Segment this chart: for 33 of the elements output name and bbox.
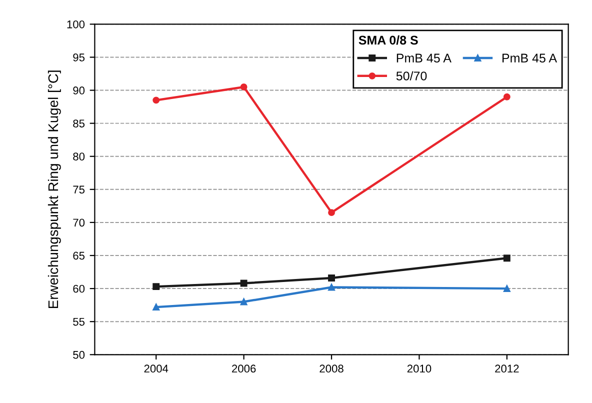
- point: [240, 83, 248, 90]
- y-tick-label: 90: [73, 86, 85, 94]
- point: [328, 209, 335, 216]
- point: [240, 280, 248, 287]
- x-tick-label: 2010: [407, 364, 432, 373]
- y-tick-label: 50: [73, 350, 85, 359]
- x-tick-label: 2004: [144, 364, 168, 373]
- legend-label: PmB 45 A: [396, 54, 452, 63]
- legend-label: PmB 45 A: [502, 54, 558, 63]
- point: [328, 274, 335, 282]
- y-tick-label: 65: [73, 252, 85, 260]
- point: [152, 304, 160, 311]
- y-tick-label: 55: [73, 318, 85, 326]
- x-tick-label: 2008: [320, 364, 344, 373]
- point: [503, 93, 510, 100]
- y-tick-label: 100: [67, 20, 85, 28]
- y-tick-label: 80: [73, 152, 85, 160]
- x-tick-label: 2012: [495, 364, 519, 373]
- legend-title: SMA 0/8 S: [358, 35, 418, 45]
- y-tick-label: 75: [73, 186, 85, 194]
- y-axis-title: Erweichungspunkt Ring und Kugel [°C]: [48, 70, 61, 308]
- y-tick-label: 70: [73, 218, 85, 227]
- point: [240, 298, 248, 306]
- y-tick-label: 95: [73, 53, 85, 62]
- legend-label: 50/70: [396, 71, 427, 80]
- point: [152, 283, 160, 290]
- point: [503, 254, 510, 262]
- y-tick-label: 85: [73, 120, 85, 128]
- x-tick-label: 2006: [232, 364, 256, 373]
- point: [503, 285, 510, 292]
- point: [152, 96, 160, 104]
- y-tick-label: 60: [73, 284, 85, 293]
- point: [328, 284, 335, 291]
